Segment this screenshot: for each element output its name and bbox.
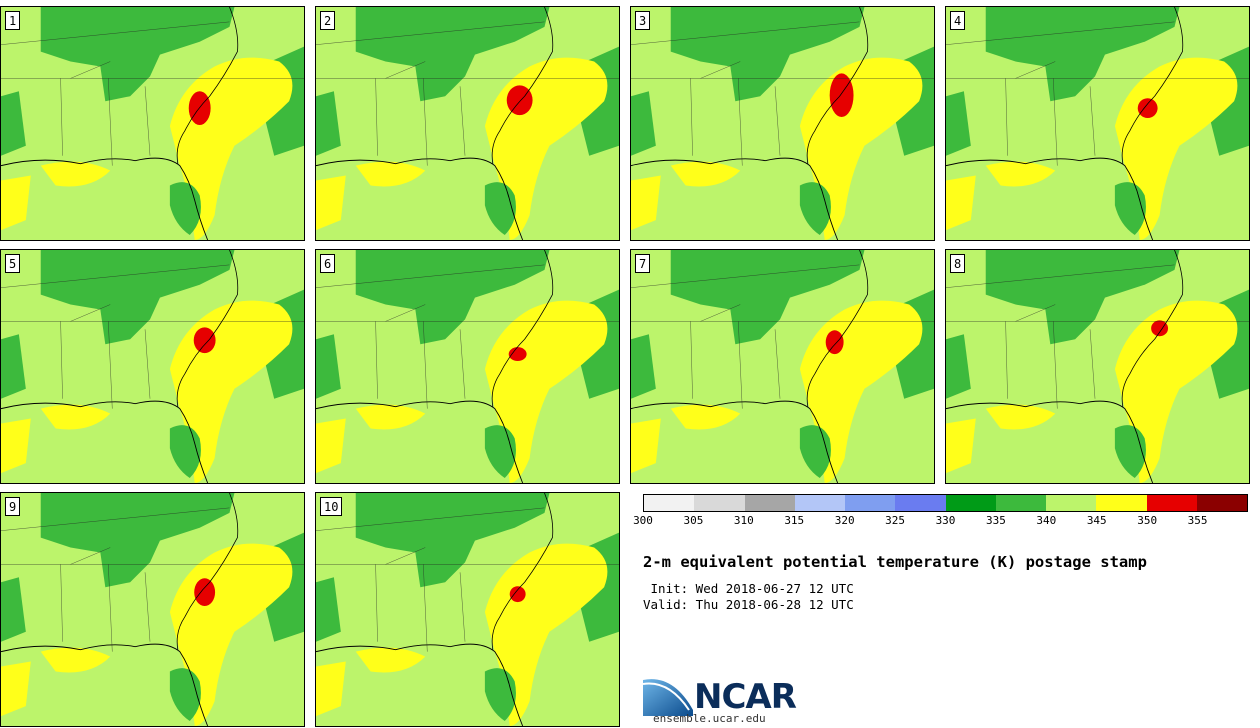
member-panel: 7 <box>630 249 935 484</box>
colorbar-tick-label: 320 <box>834 514 855 527</box>
colorbar-tick-label: 325 <box>885 514 906 527</box>
member-label: 2 <box>320 11 336 30</box>
colorbar-tick-label: 355 <box>1187 514 1208 527</box>
member-label: 8 <box>950 254 966 273</box>
member-panel: 4 <box>945 6 1250 241</box>
member-label: 10 <box>320 497 343 516</box>
member-label: 3 <box>635 11 651 30</box>
colorbar-segment <box>845 495 896 511</box>
logo-text: NCAR <box>694 677 797 717</box>
colorbar-segment <box>895 495 946 511</box>
member-panel: 1 <box>0 6 305 241</box>
colorbar-segment <box>1096 495 1147 511</box>
member-panel: 2 <box>315 6 620 241</box>
colorbar-tick-label: 315 <box>784 514 805 527</box>
valid-time: Valid: Thu 2018-06-28 12 UTC <box>643 597 854 612</box>
colorbar-tick-label: 345 <box>1086 514 1107 527</box>
site-url: ensemble.ucar.edu <box>653 712 766 725</box>
colorbar-tick-label: 305 <box>683 514 704 527</box>
colorbar <box>643 494 1248 512</box>
member-label: 4 <box>950 11 966 30</box>
member-panel: 8 <box>945 249 1250 484</box>
colorbar-segment <box>1196 495 1247 511</box>
colorbar-segment <box>644 495 695 511</box>
colorbar-segment <box>1046 495 1097 511</box>
ncar-logo-icon <box>643 679 693 716</box>
member-panel: 3 <box>630 6 935 241</box>
init-time: Init: Wed 2018-06-27 12 UTC <box>643 581 854 596</box>
member-label: 5 <box>5 254 21 273</box>
colorbar-tick-label: 340 <box>1036 514 1057 527</box>
colorbar-segment <box>744 495 795 511</box>
member-label: 7 <box>635 254 651 273</box>
colorbar-segment <box>694 495 745 511</box>
member-label: 6 <box>320 254 336 273</box>
colorbar-ticks: 300 305 310 315 320 325 330 335 340 345 350 355 <box>633 514 1248 530</box>
member-panel: 9 <box>0 492 305 727</box>
colorbar-tick-label: 310 <box>733 514 754 527</box>
member-panel: 10 <box>315 492 620 727</box>
member-label: 1 <box>5 11 21 30</box>
colorbar-segment <box>945 495 996 511</box>
member-panel: 6 <box>315 249 620 484</box>
colorbar-segment <box>995 495 1046 511</box>
colorbar-segment <box>794 495 845 511</box>
page-title: 2-m equivalent potential temperature (K)… <box>643 553 1147 571</box>
colorbar-tick-label: 330 <box>935 514 956 527</box>
colorbar-segment <box>1146 495 1197 511</box>
member-label: 9 <box>5 497 21 516</box>
colorbar-tick-label: 350 <box>1137 514 1158 527</box>
member-panel: 5 <box>0 249 305 484</box>
colorbar-tick-label: 335 <box>985 514 1006 527</box>
colorbar-tick-label: 300 <box>633 514 653 527</box>
